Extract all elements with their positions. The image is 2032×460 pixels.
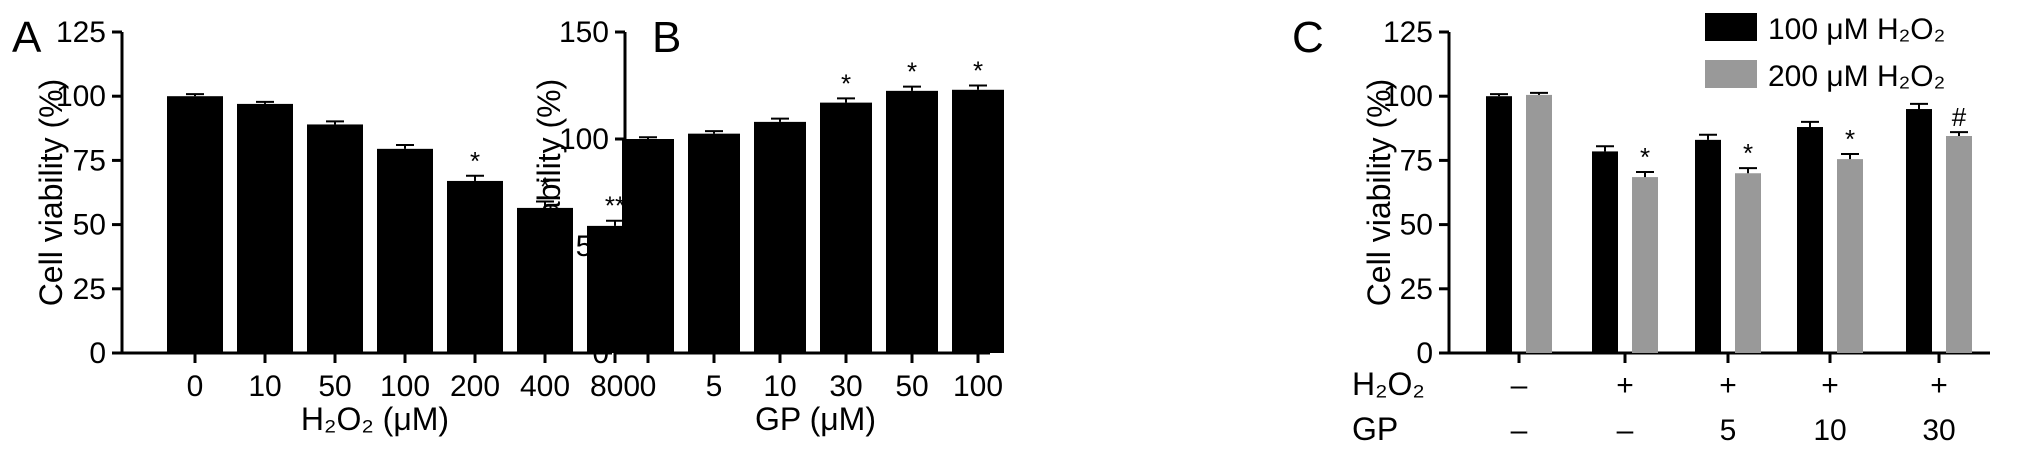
y-tick-label: 0: [592, 337, 609, 370]
bar: [1695, 139, 1721, 353]
y-tick-label: 75: [1400, 144, 1433, 177]
y-tick-label: 125: [1383, 16, 1433, 49]
bar: [754, 121, 806, 353]
x-tick-label: 100: [953, 370, 1003, 403]
significance-marker: *: [907, 57, 917, 87]
y-tick-label: 50: [73, 209, 106, 242]
bar: [1797, 127, 1823, 354]
bar: [1632, 177, 1658, 353]
y-tick-label: 25: [1400, 273, 1433, 306]
condition-value: 5: [1720, 414, 1737, 447]
legend-swatch-100: [1705, 13, 1757, 41]
y-tick-label: 75: [73, 144, 106, 177]
x-tick-label: 0: [187, 370, 204, 403]
significance-marker: **: [605, 191, 625, 221]
condition-value: +: [1930, 369, 1948, 402]
x-axis-label: GP (μM): [755, 401, 876, 437]
significance-marker: *: [1743, 138, 1753, 168]
bar: [688, 133, 740, 353]
significance-marker: #: [1952, 102, 1967, 132]
bar: [377, 148, 433, 353]
y-axis-label: Cell viability (%): [531, 79, 567, 307]
y-axis-label: Cell viability (%): [1361, 79, 1397, 307]
bar: [447, 180, 503, 353]
x-tick-label: 50: [895, 370, 928, 403]
bar: [1906, 109, 1932, 353]
significance-marker: *: [1640, 142, 1650, 172]
x-tick-label: 10: [248, 370, 281, 403]
row-label: GP: [1352, 411, 1398, 447]
significance-marker: *: [540, 171, 550, 201]
bar: [1592, 151, 1618, 353]
bar: [952, 89, 1004, 353]
legend-label-200: 200 μM H₂O₂: [1768, 60, 1945, 93]
bar: [886, 90, 938, 353]
y-tick-label: 25: [73, 273, 106, 306]
bar: [1837, 159, 1863, 353]
y-tick-label: 0: [1416, 337, 1433, 370]
panel-b-chart: 0 50 100 150 Cell viability (%) 0 5 10 30 * 50 * 100…: [531, 16, 1004, 437]
x-tick-label: 200: [450, 370, 500, 403]
bar: [1946, 136, 1972, 353]
bar: [167, 96, 223, 353]
panel-label-c: C: [1292, 13, 1324, 62]
y-tick-label: 100: [559, 123, 609, 156]
legend-label-100: 100 μM H₂O₂: [1768, 13, 1945, 46]
y-tick-label: 50: [1400, 209, 1433, 242]
panel-label-a: A: [12, 13, 42, 62]
bar: [1486, 96, 1512, 353]
bar: [517, 207, 573, 353]
bar: [1526, 94, 1552, 353]
condition-value: 10: [1813, 414, 1846, 447]
condition-value: –: [1617, 414, 1634, 447]
significance-marker: *: [841, 68, 851, 98]
significance-marker: *: [973, 56, 983, 86]
y-tick-label: 100: [56, 80, 106, 113]
significance-marker: *: [1845, 124, 1855, 154]
x-tick-label: 50: [318, 370, 351, 403]
y-axis-label: Cell viability (%): [33, 79, 69, 307]
row-label: H₂O₂: [1352, 366, 1425, 402]
bar: [237, 103, 293, 354]
condition-value: +: [1719, 369, 1737, 402]
x-tick-label: 400: [520, 370, 570, 403]
significance-marker: *: [470, 146, 480, 176]
y-tick-label: 0: [89, 337, 106, 370]
x-axis-label: H₂O₂ (μM): [301, 401, 449, 437]
panel-label-b: B: [652, 13, 681, 62]
condition-value: 30: [1922, 414, 1955, 447]
x-tick-label: 100: [380, 370, 430, 403]
legend-swatch-200: [1705, 60, 1757, 88]
bar: [622, 139, 674, 353]
y-tick-label: 150: [559, 16, 609, 49]
x-tick-label: 10: [763, 370, 796, 403]
x-tick-label: 800: [590, 370, 640, 403]
bar: [307, 124, 363, 353]
panel-c-chart: 0 25 50 75 100 125 Cell viability (%) * * * # H₂O₂ –…: [1352, 16, 1990, 447]
condition-value: –: [1511, 369, 1528, 402]
y-tick-label: 125: [56, 16, 106, 49]
condition-value: –: [1511, 414, 1528, 447]
bar: [1735, 173, 1761, 353]
condition-value: +: [1821, 369, 1839, 402]
x-tick-label: 30: [829, 370, 862, 403]
legend: 100 μM H₂O₂ 200 μM H₂O₂: [1705, 13, 1945, 93]
x-tick-label: 0: [640, 370, 657, 403]
y-tick-label: 50: [576, 230, 609, 263]
x-tick-label: 5: [706, 370, 723, 403]
bar: [820, 102, 872, 354]
condition-value: +: [1616, 369, 1634, 402]
y-tick-label: 100: [1383, 80, 1433, 113]
